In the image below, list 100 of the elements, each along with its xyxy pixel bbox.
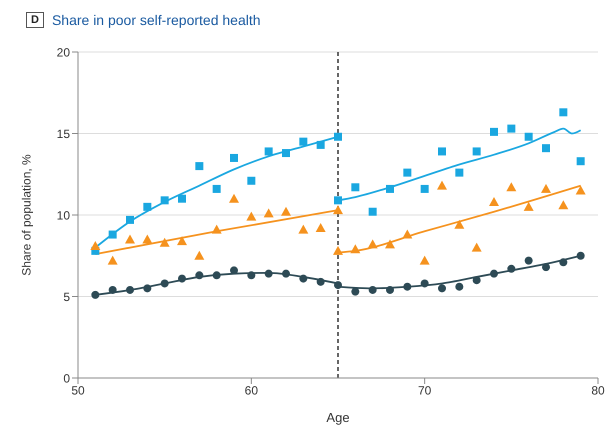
x-axis-title: Age xyxy=(326,410,350,425)
point xyxy=(386,184,394,193)
point xyxy=(316,223,326,232)
point xyxy=(368,239,378,248)
point xyxy=(247,176,256,185)
point xyxy=(281,206,291,216)
point xyxy=(385,239,395,248)
y-tick-label: 5 xyxy=(63,290,70,304)
point xyxy=(524,256,533,265)
point xyxy=(576,252,585,260)
point xyxy=(126,286,134,294)
point xyxy=(420,256,430,265)
y-axis-title: Share of population, % xyxy=(19,154,34,276)
point xyxy=(351,183,360,192)
x-tick-label: 70 xyxy=(418,384,432,398)
point xyxy=(247,271,256,280)
point xyxy=(316,278,325,286)
point xyxy=(507,124,516,133)
point xyxy=(264,208,274,218)
point xyxy=(230,154,238,162)
point xyxy=(524,132,533,141)
point xyxy=(195,162,204,170)
point xyxy=(142,234,152,244)
point xyxy=(507,264,516,273)
point xyxy=(420,279,429,288)
point xyxy=(403,168,412,177)
point xyxy=(334,132,342,141)
point xyxy=(350,244,360,254)
point xyxy=(264,270,273,278)
point xyxy=(316,140,325,149)
point xyxy=(246,212,256,221)
point xyxy=(334,196,342,204)
y-tick-label: 10 xyxy=(56,208,70,222)
point xyxy=(559,258,568,266)
point xyxy=(108,256,118,265)
y-tick-label: 20 xyxy=(56,45,70,60)
point xyxy=(455,168,464,177)
point xyxy=(91,290,100,299)
x-tick-label: 60 xyxy=(244,384,258,398)
point xyxy=(524,202,534,211)
point xyxy=(368,286,377,294)
point xyxy=(368,208,377,216)
point xyxy=(559,108,568,116)
point xyxy=(90,240,100,250)
point xyxy=(576,157,585,166)
point xyxy=(143,284,152,292)
point xyxy=(438,284,446,292)
point xyxy=(333,205,343,214)
point xyxy=(472,147,481,156)
point xyxy=(229,194,239,203)
point xyxy=(506,182,516,192)
point xyxy=(542,263,550,272)
point xyxy=(195,271,204,280)
point xyxy=(212,224,222,234)
point xyxy=(126,216,134,224)
point xyxy=(264,147,273,156)
point xyxy=(402,230,412,239)
text: D xyxy=(26,12,44,28)
point xyxy=(334,281,342,290)
point xyxy=(437,180,447,190)
y-tick-label: 15 xyxy=(56,126,70,141)
point xyxy=(108,286,117,294)
point xyxy=(472,242,482,252)
y-tick-label: 0 xyxy=(63,371,70,386)
point xyxy=(125,234,135,244)
point xyxy=(420,184,429,193)
point xyxy=(333,246,343,255)
point xyxy=(386,286,394,294)
point xyxy=(490,270,498,278)
point xyxy=(351,288,360,296)
point xyxy=(542,144,550,152)
point xyxy=(178,274,186,283)
point xyxy=(160,196,169,204)
point xyxy=(403,282,412,291)
x-tick-label: 50 xyxy=(71,384,85,398)
point xyxy=(298,224,308,234)
point xyxy=(558,200,568,210)
point xyxy=(108,230,117,239)
point xyxy=(282,149,290,158)
point xyxy=(212,271,221,280)
chart-title: Share in poor self-reported health xyxy=(52,12,261,28)
point xyxy=(178,194,186,203)
point xyxy=(177,236,187,246)
point xyxy=(455,282,464,291)
point xyxy=(143,202,152,211)
point xyxy=(160,279,169,288)
point xyxy=(489,196,499,206)
point xyxy=(472,276,481,284)
point xyxy=(438,147,446,156)
point xyxy=(490,128,498,136)
point xyxy=(576,186,586,195)
point xyxy=(160,238,170,247)
point xyxy=(282,270,290,278)
point xyxy=(454,220,464,229)
point xyxy=(299,274,308,283)
point xyxy=(541,184,551,193)
x-tick-label: 80 xyxy=(591,384,605,398)
point xyxy=(212,184,221,193)
point xyxy=(299,138,308,146)
point xyxy=(194,250,204,260)
